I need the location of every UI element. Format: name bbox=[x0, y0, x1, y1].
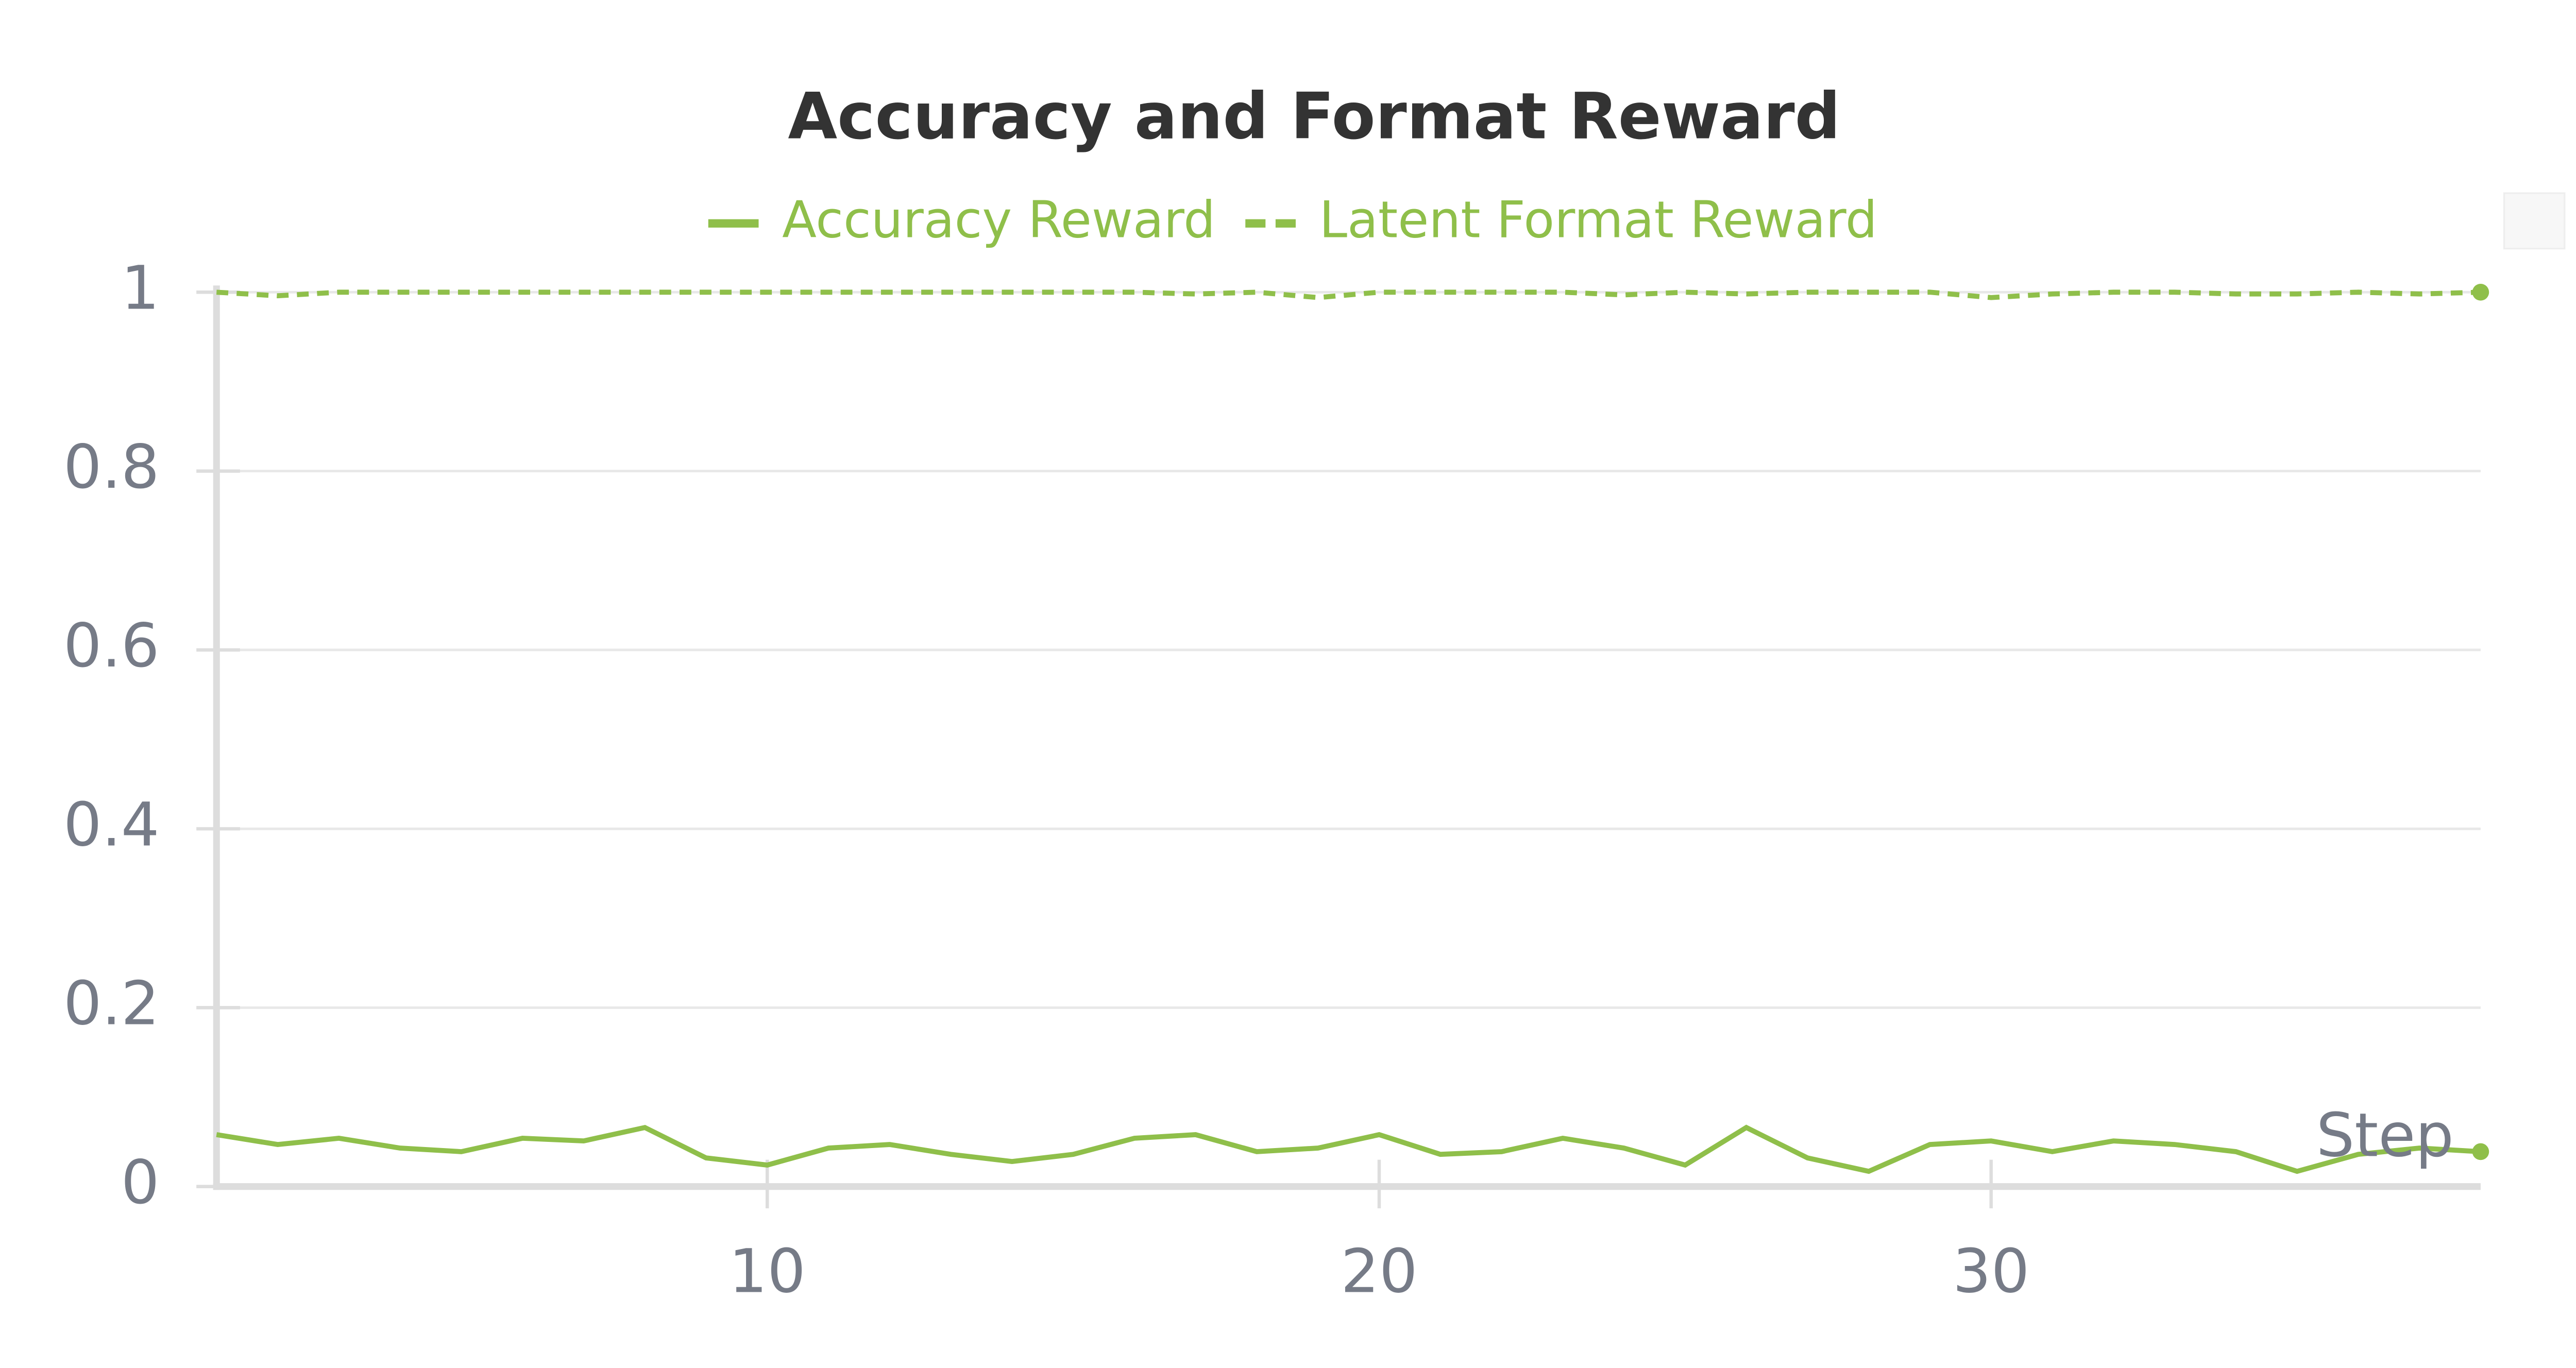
x-tick-label: 20 bbox=[1341, 1236, 1417, 1307]
x-tick-label: 10 bbox=[729, 1236, 806, 1307]
y-tick-label: 0.8 bbox=[63, 432, 160, 502]
y-tick-label: 0.6 bbox=[63, 610, 160, 681]
y-tick-label: 0 bbox=[121, 1147, 160, 1218]
chart-title: Accuracy and Format Reward bbox=[788, 80, 1840, 154]
legend-label: Latent Format Reward bbox=[1319, 191, 1877, 250]
end-point bbox=[2472, 284, 2489, 301]
x-axis-label: Step bbox=[2316, 1100, 2454, 1171]
end-point bbox=[2472, 1143, 2489, 1160]
menu-icon bbox=[2503, 192, 2566, 250]
y-tick-label: 0.2 bbox=[63, 968, 160, 1039]
y-tick-label: 1 bbox=[121, 253, 160, 323]
series-line bbox=[216, 1124, 2481, 1174]
x-tick-label: 30 bbox=[1953, 1236, 2029, 1307]
legend-label: Accuracy Reward bbox=[782, 191, 1215, 250]
series-line bbox=[216, 289, 2481, 300]
y-tick-label: 0.4 bbox=[63, 789, 160, 860]
